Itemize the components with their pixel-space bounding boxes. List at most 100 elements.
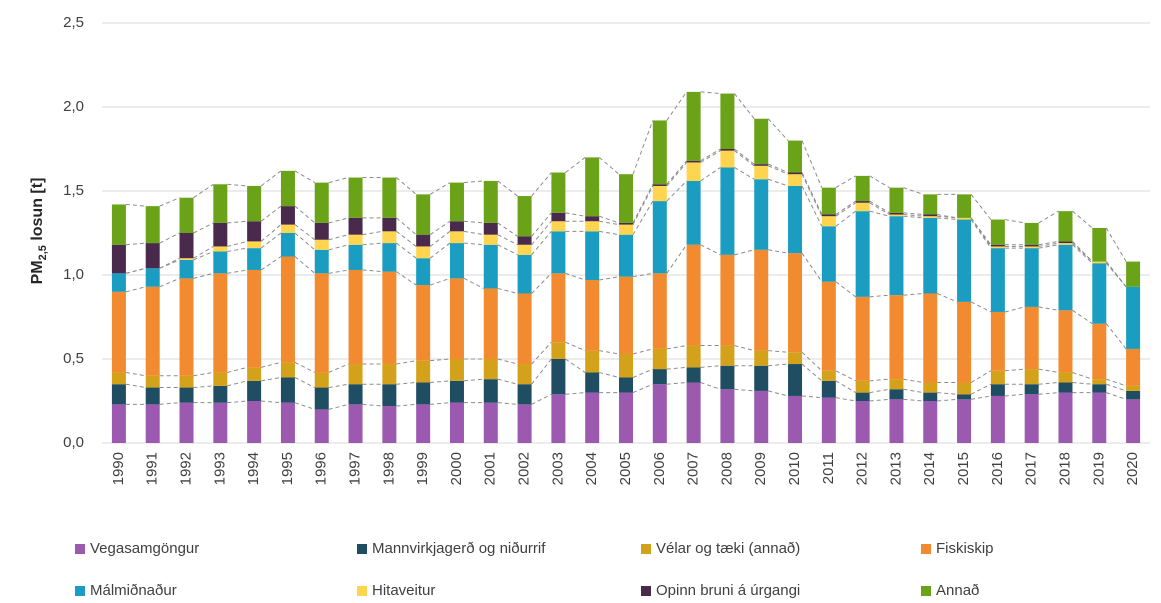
x-tick-label: 2016	[989, 452, 1006, 485]
bar-segment	[551, 212, 566, 222]
bar-segment	[111, 204, 126, 245]
bar-segment	[619, 392, 633, 443]
bar-segment	[517, 293, 532, 365]
series-connector	[768, 350, 789, 353]
bar-segment	[957, 399, 972, 443]
legend-label: Fiskiskip	[936, 540, 994, 557]
bar-segment	[1058, 244, 1073, 311]
bar-segment	[652, 185, 667, 202]
x-tick-label: 1994	[245, 452, 262, 485]
series-connector	[869, 202, 890, 215]
series-connector	[734, 150, 755, 167]
x-tick-label: 2017	[1023, 452, 1040, 485]
bar-segment	[686, 345, 701, 368]
bar-segment	[483, 379, 498, 403]
series-connector	[531, 358, 552, 385]
series-connector	[835, 380, 856, 394]
series-connector	[497, 378, 518, 385]
series-connector	[396, 230, 417, 247]
y-label-sub: 2,5	[37, 245, 49, 260]
bar-segment	[449, 221, 464, 232]
bar-segment	[720, 167, 735, 255]
bar-segment	[754, 164, 769, 166]
bar-segment	[686, 244, 701, 346]
series-connector	[835, 370, 856, 382]
bar-segment	[213, 372, 228, 386]
series-connector	[328, 363, 349, 373]
bar-segment	[1058, 241, 1073, 244]
series-connector	[1038, 244, 1059, 249]
bar-segment	[1058, 211, 1073, 242]
bar-segment	[720, 254, 735, 346]
bar-segment	[720, 93, 735, 149]
series-connector	[193, 246, 214, 259]
series-connector	[666, 91, 688, 121]
series-connector	[734, 167, 755, 180]
bar-segment	[247, 380, 262, 401]
bar-segment	[280, 170, 295, 207]
legend-label: Annað	[936, 582, 979, 599]
series-connector	[261, 376, 282, 382]
series-connector	[227, 380, 248, 387]
legend-swatch	[75, 586, 85, 596]
bar-segment	[1126, 286, 1141, 349]
series-connector	[159, 232, 180, 244]
series-connector	[869, 388, 890, 394]
bar-segment	[416, 258, 431, 286]
bar-segment	[821, 216, 836, 227]
bar-segment	[1024, 369, 1039, 385]
series-connector	[497, 234, 518, 246]
bar-segment	[923, 216, 938, 218]
bar-segment	[517, 364, 532, 385]
x-tick-label: 2006	[651, 452, 668, 485]
series-connector	[261, 361, 282, 368]
series-connector	[666, 160, 687, 185]
series-connector	[599, 276, 620, 281]
y-tick-label: 2,0	[63, 98, 84, 115]
bar-segment	[720, 149, 735, 151]
series-connector	[1004, 393, 1025, 397]
bar-segment	[990, 311, 1005, 371]
bar-segment	[280, 402, 295, 443]
bar-segment	[652, 348, 667, 370]
series-connector	[1038, 210, 1059, 224]
series-connector	[632, 185, 654, 225]
bar-segment	[179, 259, 194, 279]
bar-segment	[990, 248, 1005, 312]
series-connector	[531, 220, 552, 246]
series-connector	[328, 177, 349, 184]
series-connector	[260, 232, 282, 249]
series-connector	[328, 403, 349, 410]
series-connector	[869, 378, 890, 382]
bar-segment	[990, 219, 1005, 245]
bar-segment	[145, 206, 160, 244]
series-connector	[565, 341, 586, 352]
series-connector	[497, 222, 518, 237]
bar-segment	[348, 404, 363, 443]
x-tick-label: 1998	[380, 452, 397, 485]
bar-segment	[923, 214, 938, 217]
bar-segment	[280, 224, 295, 233]
series-connector	[903, 214, 924, 217]
series-connector	[700, 382, 721, 390]
bar-segment	[889, 214, 904, 217]
series-connector	[801, 172, 823, 215]
bar-segment	[280, 362, 295, 378]
series-connector	[666, 162, 687, 187]
bar-segment	[1092, 379, 1107, 385]
series-connector	[294, 361, 315, 373]
series-connector	[328, 244, 349, 251]
x-tick-label: 2002	[516, 452, 533, 485]
x-tick-label: 2001	[482, 452, 499, 485]
bar-segment	[1024, 222, 1039, 245]
series-connector	[261, 400, 281, 404]
series-connector	[497, 244, 518, 256]
bar-segment	[551, 359, 566, 395]
bar-segment	[652, 184, 667, 186]
bar-segment	[416, 285, 431, 361]
series-connector	[937, 293, 958, 303]
bar-segment	[314, 409, 329, 443]
series-connector	[227, 247, 248, 252]
series-connector	[159, 197, 180, 207]
series-connector	[396, 177, 417, 195]
